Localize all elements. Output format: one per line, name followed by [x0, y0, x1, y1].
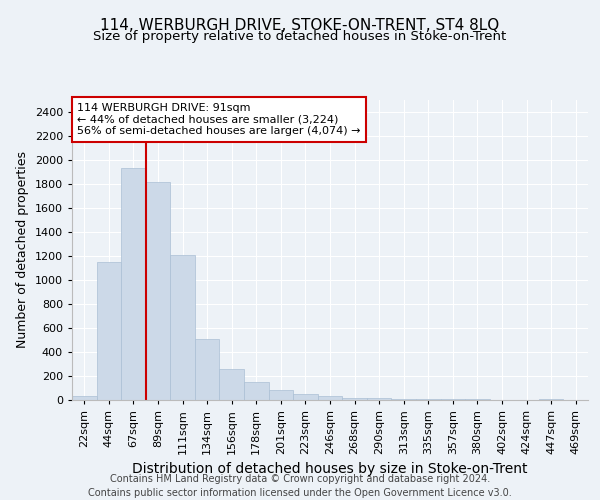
Bar: [391, 399, 416, 400]
Bar: [170, 255, 195, 400]
Text: 114 WERBURGH DRIVE: 91sqm
← 44% of detached houses are smaller (3,224)
56% of se: 114 WERBURGH DRIVE: 91sqm ← 44% of detac…: [77, 103, 361, 136]
Bar: [146, 182, 170, 400]
Bar: [97, 262, 121, 400]
Text: 114, WERBURGH DRIVE, STOKE-ON-TRENT, ST4 8LQ: 114, WERBURGH DRIVE, STOKE-ON-TRENT, ST4…: [100, 18, 500, 32]
Bar: [220, 369, 244, 400]
Bar: [269, 390, 293, 400]
Text: Size of property relative to detached houses in Stoke-on-Trent: Size of property relative to detached ho…: [94, 30, 506, 43]
Bar: [121, 168, 146, 400]
Bar: [416, 399, 440, 400]
Bar: [293, 394, 318, 400]
X-axis label: Distribution of detached houses by size in Stoke-on-Trent: Distribution of detached houses by size …: [132, 462, 528, 476]
Bar: [72, 396, 97, 400]
Bar: [318, 396, 342, 400]
Bar: [195, 339, 220, 400]
Bar: [367, 398, 391, 400]
Text: Contains HM Land Registry data © Crown copyright and database right 2024.
Contai: Contains HM Land Registry data © Crown c…: [88, 474, 512, 498]
Bar: [342, 398, 367, 400]
Bar: [244, 382, 269, 400]
Y-axis label: Number of detached properties: Number of detached properties: [16, 152, 29, 348]
Bar: [539, 399, 563, 400]
